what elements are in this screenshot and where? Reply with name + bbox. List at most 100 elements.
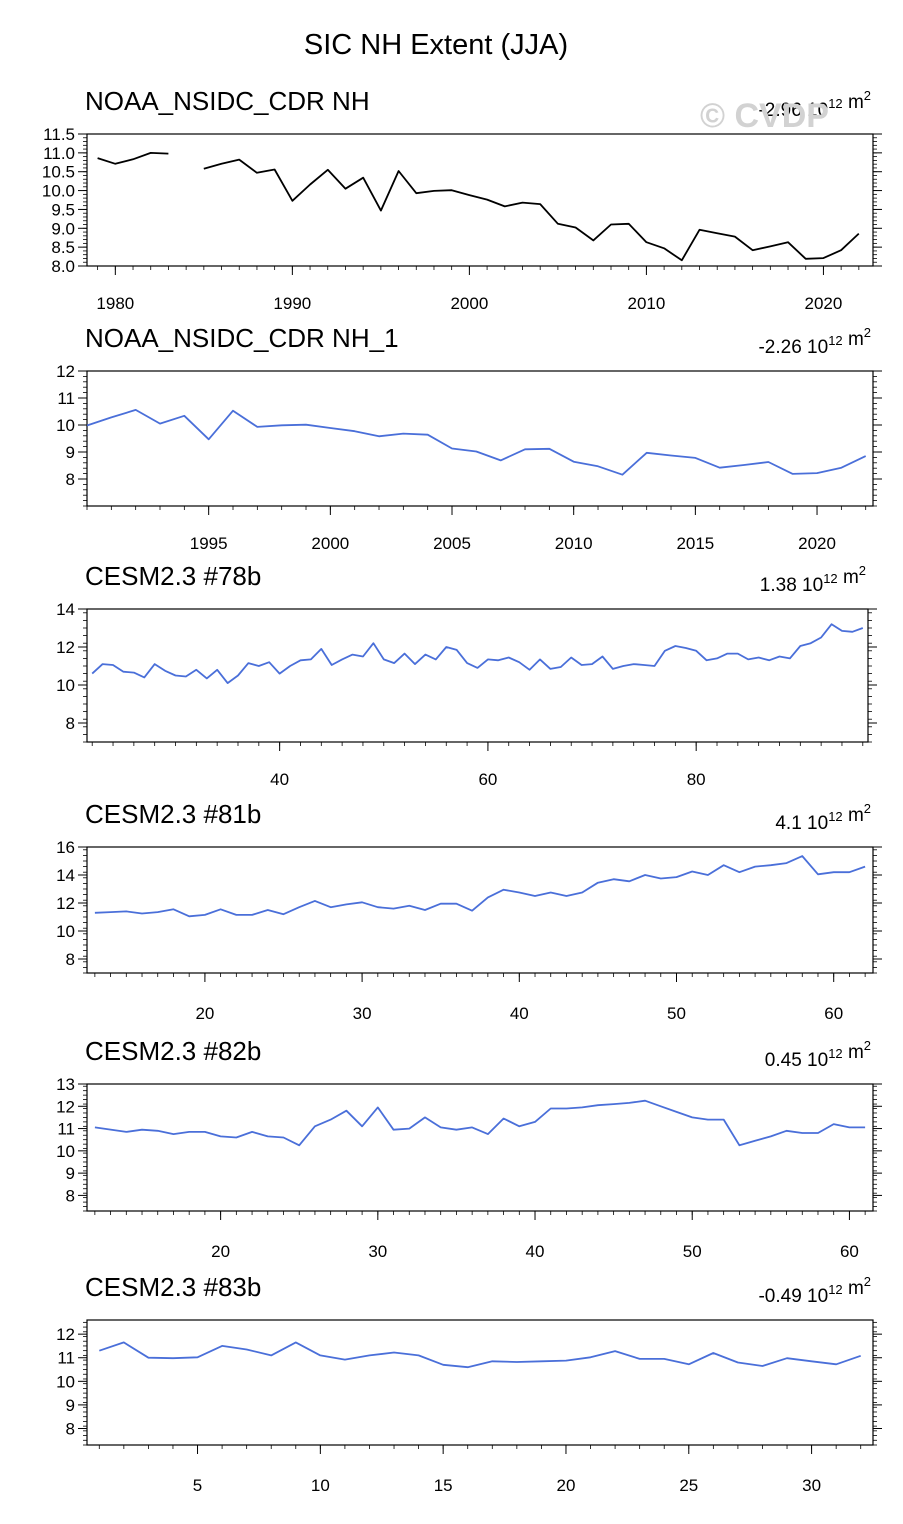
trend-label: -2.96 1012 m2 <box>758 88 871 121</box>
y-tick-label: 8 <box>66 1419 75 1438</box>
trend-label: -2.26 1012 m2 <box>758 325 871 358</box>
trend-trend-units: 10 <box>807 1286 828 1307</box>
y-tick-label: 14 <box>56 600 75 619</box>
x-tick-label: 50 <box>683 1242 702 1261</box>
y-tick-label: 9 <box>66 1164 75 1183</box>
x-tick-label: 15 <box>434 1476 453 1495</box>
trend-trend: -2.96 <box>758 100 801 121</box>
x-tick-label: 2000 <box>450 294 488 313</box>
y-tick-label: 12 <box>56 638 75 657</box>
y-tick-label: 12 <box>56 362 75 381</box>
x-tick-label: 30 <box>353 1004 372 1023</box>
x-tick-label: 20 <box>195 1004 214 1023</box>
y-tick-label: 12 <box>56 1325 75 1344</box>
chart-panel-2: NOAA_NSIDC_CDR NH_1 -2.26 1012 m289101112… <box>56 323 882 553</box>
trend-trend-exp: 12 <box>828 1046 842 1061</box>
y-tick-label: 8.5 <box>51 238 75 257</box>
x-tick-label: 20 <box>557 1476 576 1495</box>
series-line <box>86 408 867 476</box>
trend-trend-units: 10 <box>807 337 828 358</box>
y-tick-label: 14 <box>56 866 75 885</box>
plot-frame <box>86 608 869 743</box>
trend-trend-tail: m <box>848 1042 864 1063</box>
y-tick-label: 11 <box>57 389 75 408</box>
trend-trend: 4.1 <box>775 813 801 834</box>
y-tick-label: 10.5 <box>42 163 75 182</box>
x-tick-label: 80 <box>687 770 706 789</box>
x-tick-label: 10 <box>311 1476 330 1495</box>
trend-trend-exp: 12 <box>823 571 837 586</box>
y-tick-label: 8 <box>66 470 75 489</box>
y-tick-label: 10 <box>56 1142 75 1161</box>
series-line <box>97 151 169 165</box>
trend-trend-tail-exp: 2 <box>864 325 871 340</box>
trend-trend: -2.26 <box>758 337 801 358</box>
chart-panel-6: CESM2.3 #83b -0.49 1012 m2 8 9 10 11 12 5 10 15 20… <box>56 1272 882 1495</box>
plot-frame <box>86 1319 874 1446</box>
y-tick-label: 10 <box>56 676 75 695</box>
series-line <box>91 623 864 684</box>
y-tick-label: 8.0 <box>51 257 75 276</box>
trend-trend-tail-exp: 2 <box>864 1274 871 1289</box>
trend-trend-tail-exp: 2 <box>864 88 871 103</box>
trend-trend-tail: m <box>848 1278 864 1299</box>
y-tick-label: 9.0 <box>51 219 75 238</box>
trend-label: -0.49 1012 m2 <box>758 1274 871 1307</box>
panel-title: NOAA_NSIDC_CDR NH <box>85 86 370 116</box>
trend-trend-exp: 12 <box>828 96 842 111</box>
x-tick-label: 60 <box>840 1242 859 1261</box>
trend-trend-tail: m <box>848 805 864 826</box>
figure-title: SIC NH Extent (JJA) <box>304 29 568 61</box>
trend-label: 4.1 1012 m2 <box>775 801 871 834</box>
y-tick-label: 8 <box>66 1186 75 1205</box>
y-tick-label: 13 <box>56 1075 75 1094</box>
panel-title: CESM2.3 #83b <box>85 1272 261 1302</box>
trend-label: 0.45 1012 m2 <box>765 1038 871 1071</box>
x-tick-label: 40 <box>270 770 289 789</box>
x-tick-label: 1995 <box>190 534 228 553</box>
series-line <box>94 1099 866 1147</box>
plot-frame <box>86 1083 874 1212</box>
trend-trend-tail-exp: 2 <box>864 1038 871 1053</box>
plot-frame <box>86 370 874 507</box>
y-tick-label: 10 <box>56 1372 75 1391</box>
panel-title: CESM2.3 #78b <box>85 561 261 591</box>
y-tick-label: 11 <box>57 1349 75 1368</box>
x-tick-label: 40 <box>526 1242 545 1261</box>
trend-trend-tail: m <box>848 329 864 350</box>
x-tick-label: 1980 <box>96 294 134 313</box>
trend-trend-units: 10 <box>807 813 828 834</box>
x-tick-label: 2015 <box>676 534 714 553</box>
x-tick-label: 20 <box>211 1242 230 1261</box>
panel-title: CESM2.3 #82b <box>85 1036 261 1066</box>
y-tick-label: 9.5 <box>51 200 75 219</box>
x-tick-label: 5 <box>193 1476 202 1495</box>
chart-panel-1: NOAA_NSIDC_CDR NH -2.96 1012 m2 8.08.59.09… <box>42 86 882 313</box>
trend-trend: -0.49 <box>758 1286 801 1307</box>
y-tick-label: 10 <box>56 922 75 941</box>
y-tick-label: 9 <box>66 443 75 462</box>
plot-frame <box>86 846 874 974</box>
y-tick-label: 11.0 <box>43 144 75 163</box>
plot-frame <box>86 133 874 267</box>
x-tick-label: 2010 <box>627 294 665 313</box>
y-tick-label: 10 <box>56 416 75 435</box>
trend-trend: 0.45 <box>765 1050 802 1071</box>
trend-label: 1.38 1012 m2 <box>760 563 866 596</box>
trend-trend-tail-exp: 2 <box>864 801 871 816</box>
trend-trend-units: 10 <box>802 575 823 596</box>
x-tick-label: 60 <box>824 1004 843 1023</box>
series-line <box>99 1341 861 1369</box>
trend-trend-tail-exp: 2 <box>859 563 866 578</box>
series-line <box>94 855 866 918</box>
x-tick-label: 2010 <box>555 534 593 553</box>
y-tick-label: 10.0 <box>42 182 75 201</box>
y-tick-label: 9 <box>66 1396 75 1415</box>
trend-trend-units: 10 <box>807 100 828 121</box>
y-tick-label: 11.5 <box>43 125 75 144</box>
x-tick-label: 50 <box>667 1004 686 1023</box>
trend-trend-exp: 12 <box>828 809 842 824</box>
